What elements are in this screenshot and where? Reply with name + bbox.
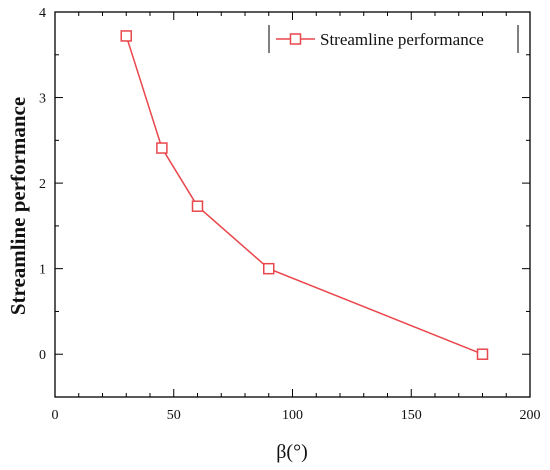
- y-tick-label: 1: [39, 263, 46, 278]
- plot-frame: [54, 11, 531, 398]
- data-point: [120, 30, 132, 42]
- x-axis-title: β(°): [276, 441, 308, 463]
- legend-marker-sample: [289, 33, 302, 45]
- x-axis: 0 50 100 150 200: [52, 12, 541, 423]
- legend: Streamline performance: [268, 25, 519, 53]
- y-tick-label: 0: [39, 348, 46, 363]
- y-axis: 0 1 2 3 4: [39, 6, 530, 398]
- x-tick-label: 50: [167, 408, 181, 423]
- data-point: [476, 348, 489, 360]
- x-tick-label: 150: [401, 408, 422, 423]
- x-tick-label: 200: [520, 408, 541, 423]
- data-point: [191, 200, 204, 212]
- x-tick-label: 100: [282, 408, 303, 423]
- plot-area: [54, 11, 531, 398]
- series-line: [125, 35, 483, 355]
- y-axis-title: Streamline performance: [6, 97, 30, 315]
- y-tick-label: 2: [39, 177, 46, 192]
- y-tick-label: 3: [39, 92, 46, 107]
- legend-label: Streamline performance: [320, 30, 484, 49]
- y-tick-label: 4: [39, 6, 46, 21]
- data-point: [156, 142, 168, 154]
- series-layer: [120, 30, 489, 360]
- x-tick-label: 0: [52, 408, 59, 423]
- data-point: [263, 262, 275, 275]
